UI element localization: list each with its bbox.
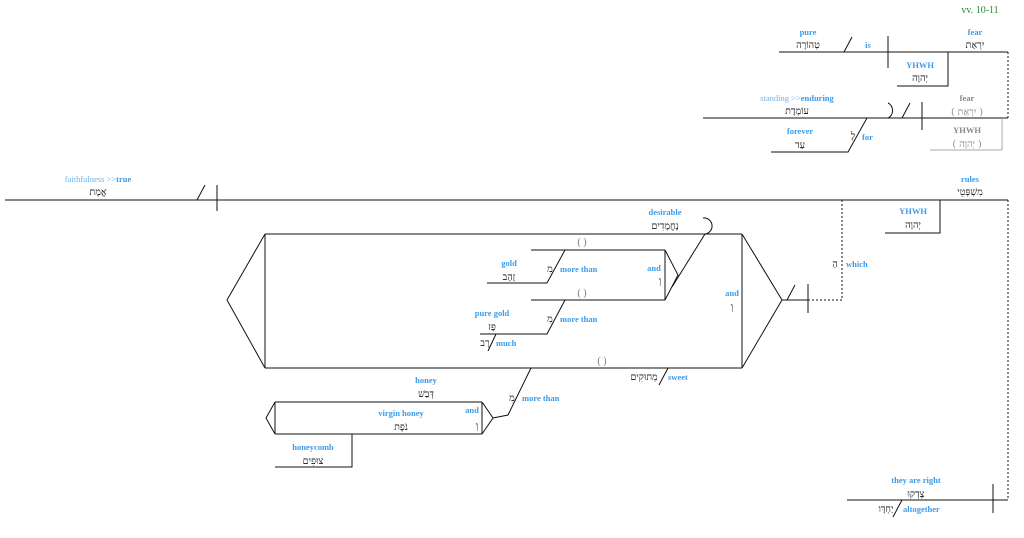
fear-gloss: fear <box>968 27 983 37</box>
gold-prep-gloss: more than <box>560 264 598 274</box>
true-hebrew: אֱמֶת <box>89 187 106 198</box>
honey-left-diamond <box>265 401 276 435</box>
complement-slash <box>901 102 911 119</box>
honey-gloss: honey <box>415 375 437 385</box>
honeycomb-line <box>275 434 353 468</box>
virgin-honey-hebrew: נֹפֶת <box>394 422 408 433</box>
honey-prep-line <box>492 367 532 419</box>
sweet-slant <box>658 367 669 386</box>
clause-fear-enduring: standing >>enduring עוֹמֶדֶת fear ( יִרְ… <box>703 93 1008 153</box>
honey-hebrew: דְּבַשׁ <box>418 389 434 400</box>
compound-left-diamond <box>226 233 266 369</box>
complement-slash <box>196 184 206 201</box>
forever-modifier-line <box>771 117 868 153</box>
and-honey-gloss: and <box>465 405 479 415</box>
pure-hebrew: טְהוֹרָה <box>796 40 820 51</box>
much-slant <box>487 333 497 352</box>
yhwh-modifier-line <box>885 200 941 234</box>
which-gloss: which <box>846 259 868 269</box>
enduring-gloss: standing >>enduring <box>760 93 834 103</box>
clause-they-are-right: they are right צָדְקוּ יַחְדָּו altogeth… <box>847 475 1008 518</box>
true-gloss: faithfulness >>true <box>65 174 132 184</box>
true-literal: faithfulness >> <box>65 174 117 184</box>
desirable-gloss: desirable <box>648 207 681 217</box>
which-hebrew: הַ <box>832 259 837 270</box>
fear-implied-hebrew: ( יִרְאַת ) <box>951 107 983 118</box>
clause-fear-is-pure: pure טְהוֹרָה is fear יִרְאַת YHWH יְהוָ… <box>779 27 1009 118</box>
rules-hebrew: מִשְׁפְּטֵי <box>957 187 983 198</box>
compound-right-diamond <box>741 233 783 369</box>
gold-hebrew: זָהָב <box>503 272 516 283</box>
desirable-slant <box>671 233 706 288</box>
gold-prep-hebrew: מִ <box>547 264 553 275</box>
enduring-word: enduring <box>801 93 835 103</box>
right-gloss: they are right <box>891 475 941 485</box>
much-hebrew: רָב <box>480 338 489 349</box>
fear-hebrew: יִרְאַת <box>966 40 985 51</box>
bracket-mark <box>887 102 894 119</box>
relative-clause-connector <box>808 200 843 301</box>
clause-rules-true: faithfulness >>true אֱמֶת rules מִשְׁפְּ… <box>5 174 1009 500</box>
honey-right-diamond <box>481 401 494 435</box>
pure-gold-line <box>480 299 566 335</box>
enduring-literal: standing >> <box>760 93 801 103</box>
yhwh-implied-hebrew: ( יְהוָה ) <box>952 139 981 150</box>
and-gloss: and <box>725 288 739 298</box>
for-hebrew: לָ <box>850 131 855 142</box>
complement-slash <box>843 36 853 53</box>
rules-gloss: rules <box>961 174 980 184</box>
true-word: true <box>116 174 131 184</box>
pure-gold-prep-hebrew: מִ <box>547 314 553 325</box>
yhwh-gloss: YHWH <box>899 206 927 216</box>
sweet-gloss: sweet <box>668 372 688 382</box>
bracket-mark <box>702 217 713 235</box>
gold-line <box>487 249 566 284</box>
inner-diamond <box>664 249 679 301</box>
yhwh-implied-line <box>930 118 1003 151</box>
enduring-hebrew: עוֹמֶדֶת <box>785 106 809 117</box>
yhwh-modifier-line <box>897 52 949 87</box>
yhwh-hebrew: יְהוָה <box>905 220 921 231</box>
and-inner-gloss: and <box>647 263 661 273</box>
fear-implied-gloss: fear <box>960 93 975 103</box>
and-inner-hebrew: וְ <box>659 276 661 287</box>
yhwh-hebrew: יְהוָה <box>912 73 928 84</box>
right-hebrew: צָדְקוּ <box>906 489 924 500</box>
and-hebrew: וְ <box>731 302 733 313</box>
empty-placeholder: ( ) <box>577 237 586 248</box>
much-gloss: much <box>496 338 517 348</box>
honeycomb-hebrew: צוּפִים <box>303 456 324 467</box>
empty-placeholder: ( ) <box>597 356 606 367</box>
pure-gold-gloss: pure gold <box>475 308 510 318</box>
pure-gold-prep-gloss: more than <box>560 314 598 324</box>
for-gloss: for <box>862 132 873 142</box>
honey-prep-gloss: more than <box>522 393 560 403</box>
yhwh-gloss: YHWH <box>906 60 934 70</box>
sweet-hebrew: מְתוּקִים <box>630 372 658 383</box>
empty-placeholder: ( ) <box>577 288 586 299</box>
honey-prep-hebrew: מִ <box>509 393 515 404</box>
is-gloss: is <box>865 40 871 50</box>
altogether-slant <box>892 499 903 518</box>
forever-gloss: forever <box>787 126 813 136</box>
pure-gloss: pure <box>800 27 817 37</box>
forever-hebrew: עַד <box>795 140 805 151</box>
and-honey-hebrew: וְ <box>476 421 478 432</box>
pure-gold-hebrew: פָּז <box>488 322 496 333</box>
altogether-gloss: altogether <box>903 504 940 514</box>
desirable-hebrew: נֶחֱמָדִים <box>651 221 678 232</box>
yhwh-implied-gloss: YHWH <box>953 125 981 135</box>
complement-slash <box>786 284 796 301</box>
honeycomb-gloss: honeycomb <box>292 442 334 452</box>
verse-reference: vv. 10-11 <box>961 5 998 16</box>
altogether-hebrew: יַחְדָּו <box>878 504 893 515</box>
gold-gloss: gold <box>501 258 517 268</box>
virgin-honey-gloss: virgin honey <box>378 408 424 418</box>
